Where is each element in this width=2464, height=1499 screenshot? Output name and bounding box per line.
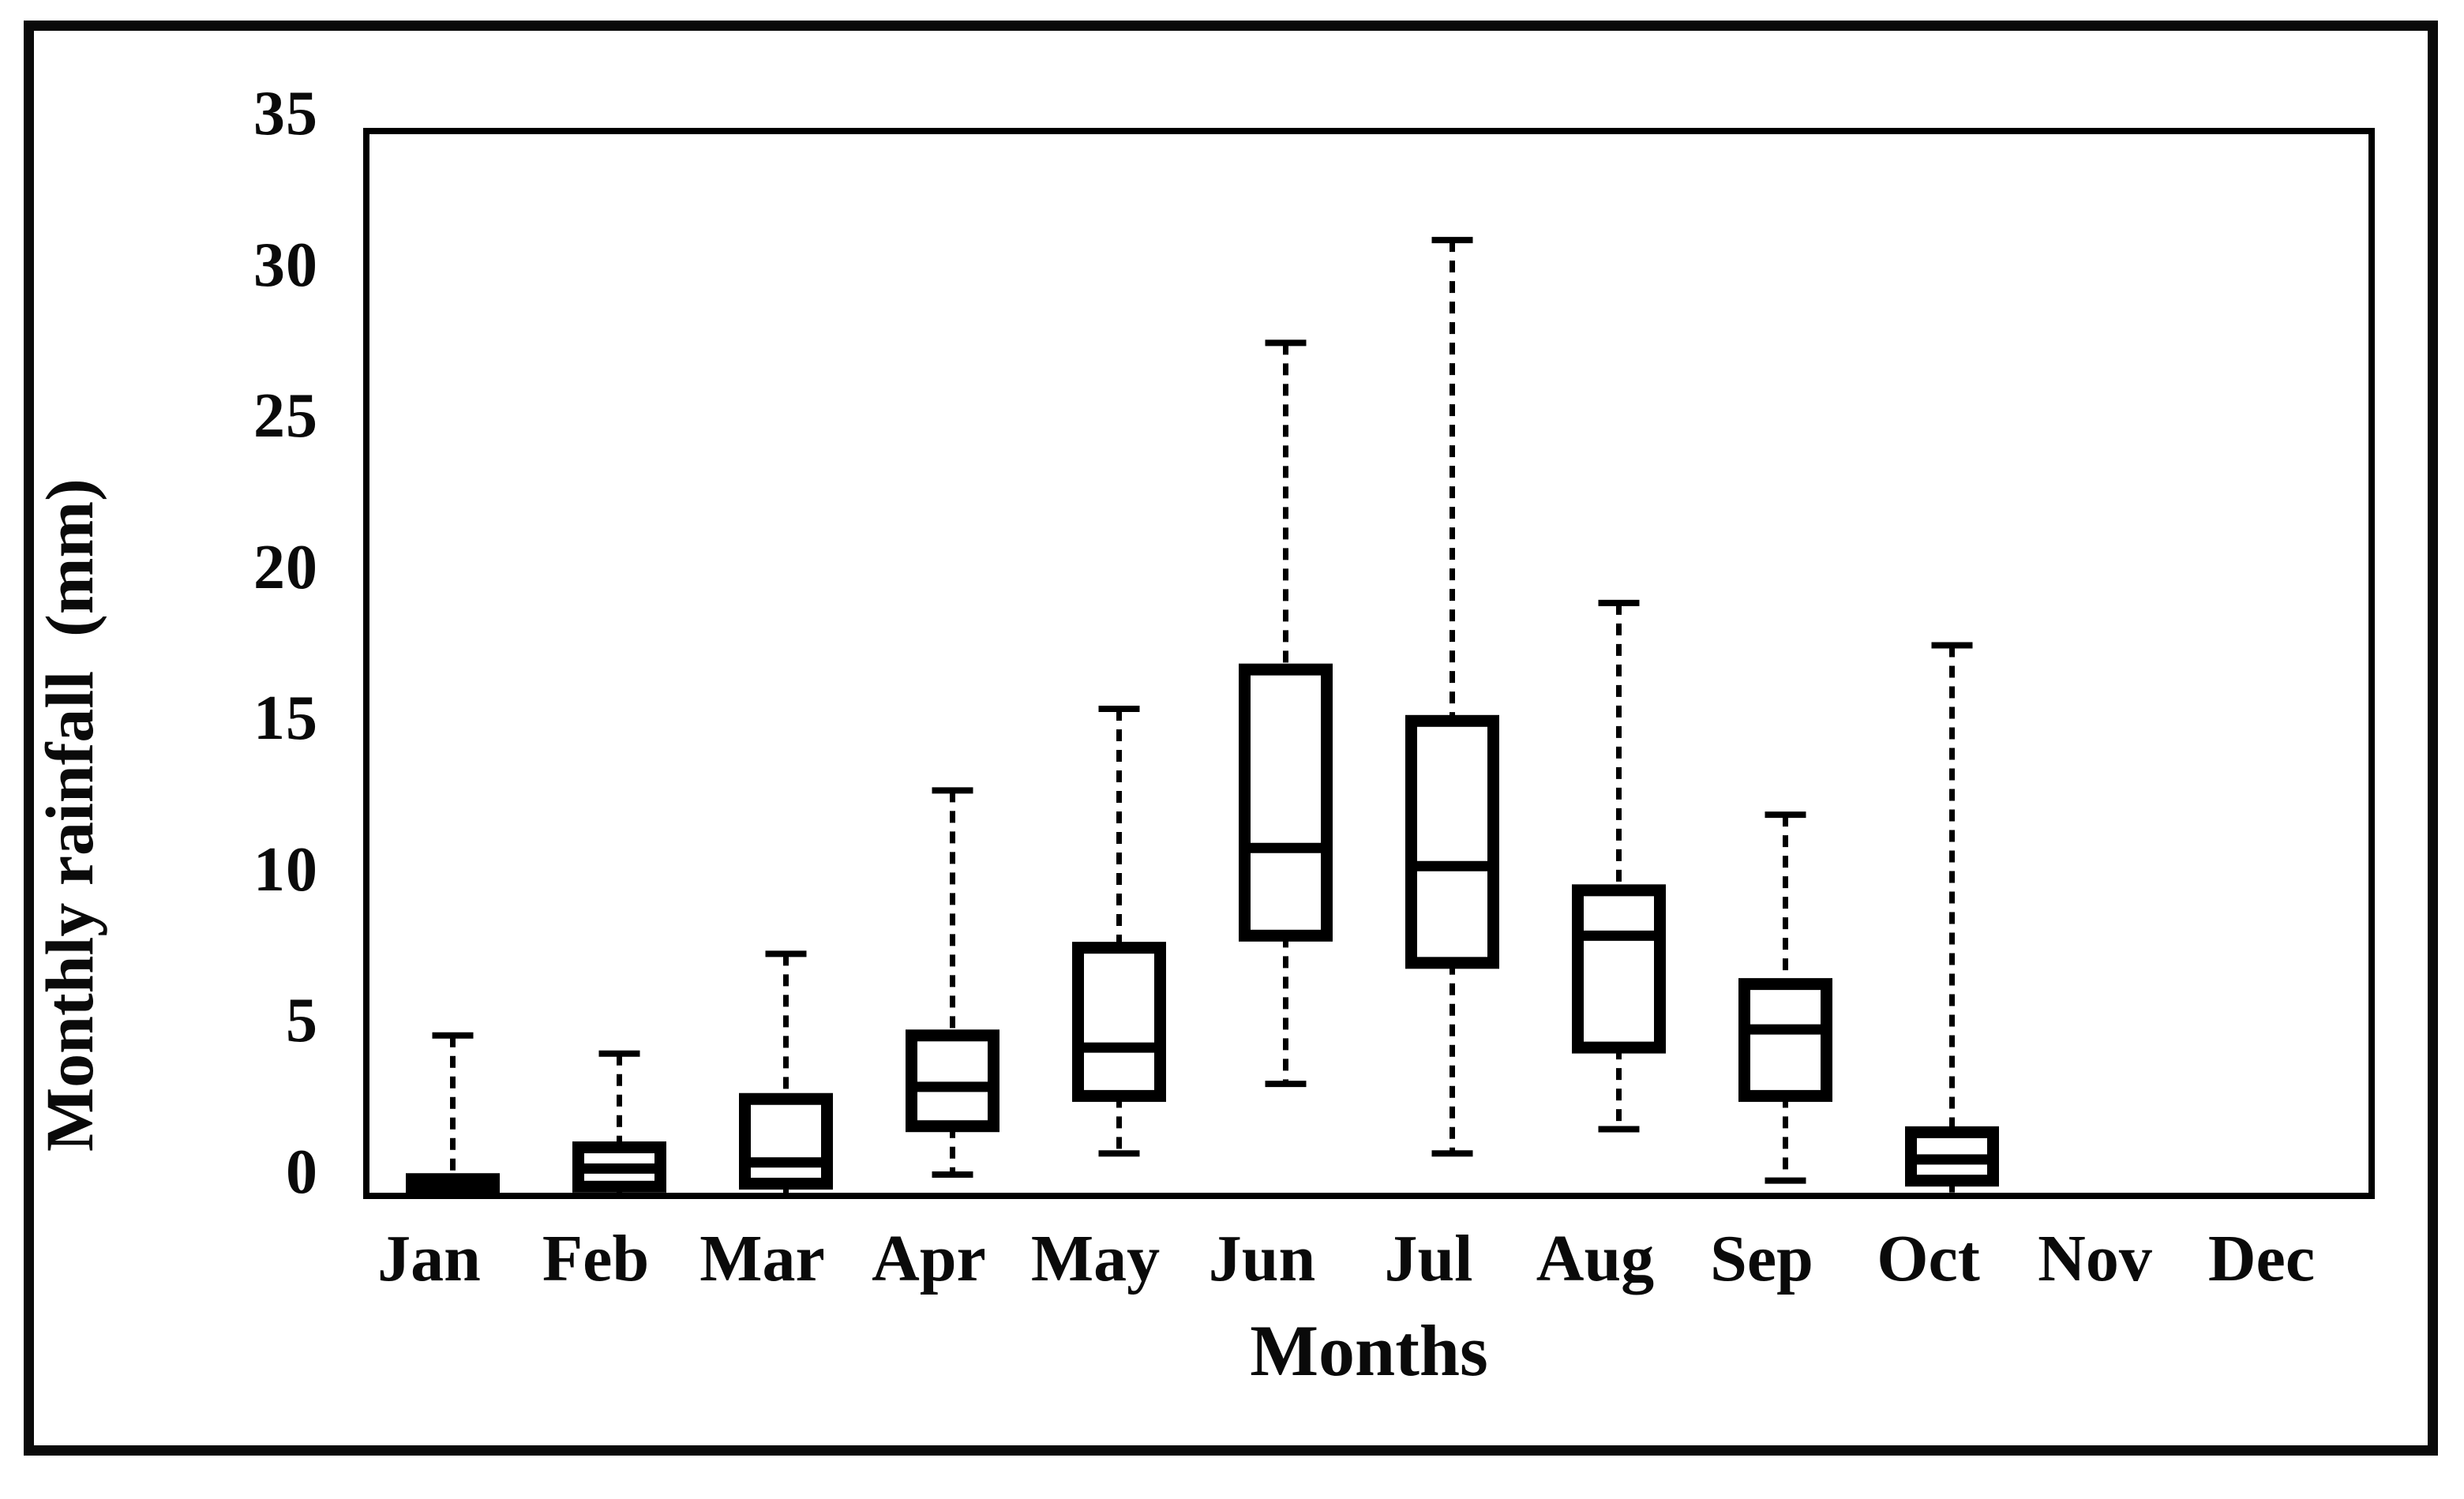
- x-tick-label-sep: Sep: [1710, 1222, 1813, 1295]
- x-tick-label-nov: Nov: [2038, 1222, 2152, 1295]
- iqr-box: [406, 1173, 500, 1193]
- iqr-box: [1738, 978, 1832, 1102]
- box-plot-oct: [1905, 642, 1999, 1193]
- x-tick-label-jun: Jun: [1208, 1222, 1316, 1295]
- y-tick-label-25: 25: [253, 381, 318, 452]
- box-plot-mar: [739, 950, 833, 1193]
- box-plot-may: [1072, 705, 1166, 1157]
- y-tick-label-35: 35: [253, 79, 318, 148]
- y-tick-label-5: 5: [286, 986, 318, 1056]
- y-axis-title: Monthly rainfall (mm): [32, 478, 107, 1152]
- x-tick-label-jul: Jul: [1384, 1222, 1473, 1295]
- x-tick-label-dec: Dec: [2207, 1222, 2316, 1295]
- x-tick-label-apr: Apr: [872, 1222, 986, 1295]
- iqr-box: [1405, 714, 1499, 969]
- y-tick-label-20: 20: [253, 532, 318, 602]
- box-plot-apr: [906, 787, 999, 1179]
- box-plot-jul: [1405, 237, 1499, 1157]
- y-tick-label-15: 15: [253, 684, 318, 754]
- iqr-box: [739, 1092, 833, 1190]
- x-tick-label-aug: Aug: [1536, 1222, 1655, 1295]
- x-tick-label-feb: Feb: [542, 1222, 650, 1295]
- box-plot-jan: [406, 1032, 500, 1193]
- iqr-box: [1072, 942, 1166, 1102]
- boxplot-canvas: [406, 237, 1999, 1193]
- box-plot-jun: [1239, 339, 1333, 1088]
- plot-area: [363, 128, 2375, 1199]
- x-axis-title: Months: [1250, 1310, 1488, 1391]
- iqr-box: [1239, 663, 1333, 942]
- x-tick-label-oct: Oct: [1877, 1222, 1980, 1295]
- y-tick-label-10: 10: [253, 834, 318, 905]
- box-plot-sep: [1738, 811, 1832, 1184]
- figure-border: Monthly rainfall (mm) 0 5 10 15 20 25 30 35 Jan…: [24, 21, 2438, 1456]
- y-tick-label-0: 0: [286, 1137, 318, 1207]
- x-tick-label-mar: Mar: [699, 1222, 825, 1295]
- iqr-box: [906, 1029, 999, 1133]
- iqr-box: [1572, 884, 1666, 1054]
- x-tick-label-may: May: [1030, 1222, 1161, 1295]
- x-tick-label-jan: Jan: [377, 1222, 481, 1295]
- y-tick-label-30: 30: [253, 230, 318, 300]
- box-plot-feb: [572, 1050, 666, 1193]
- box-plot-aug: [1572, 599, 1666, 1133]
